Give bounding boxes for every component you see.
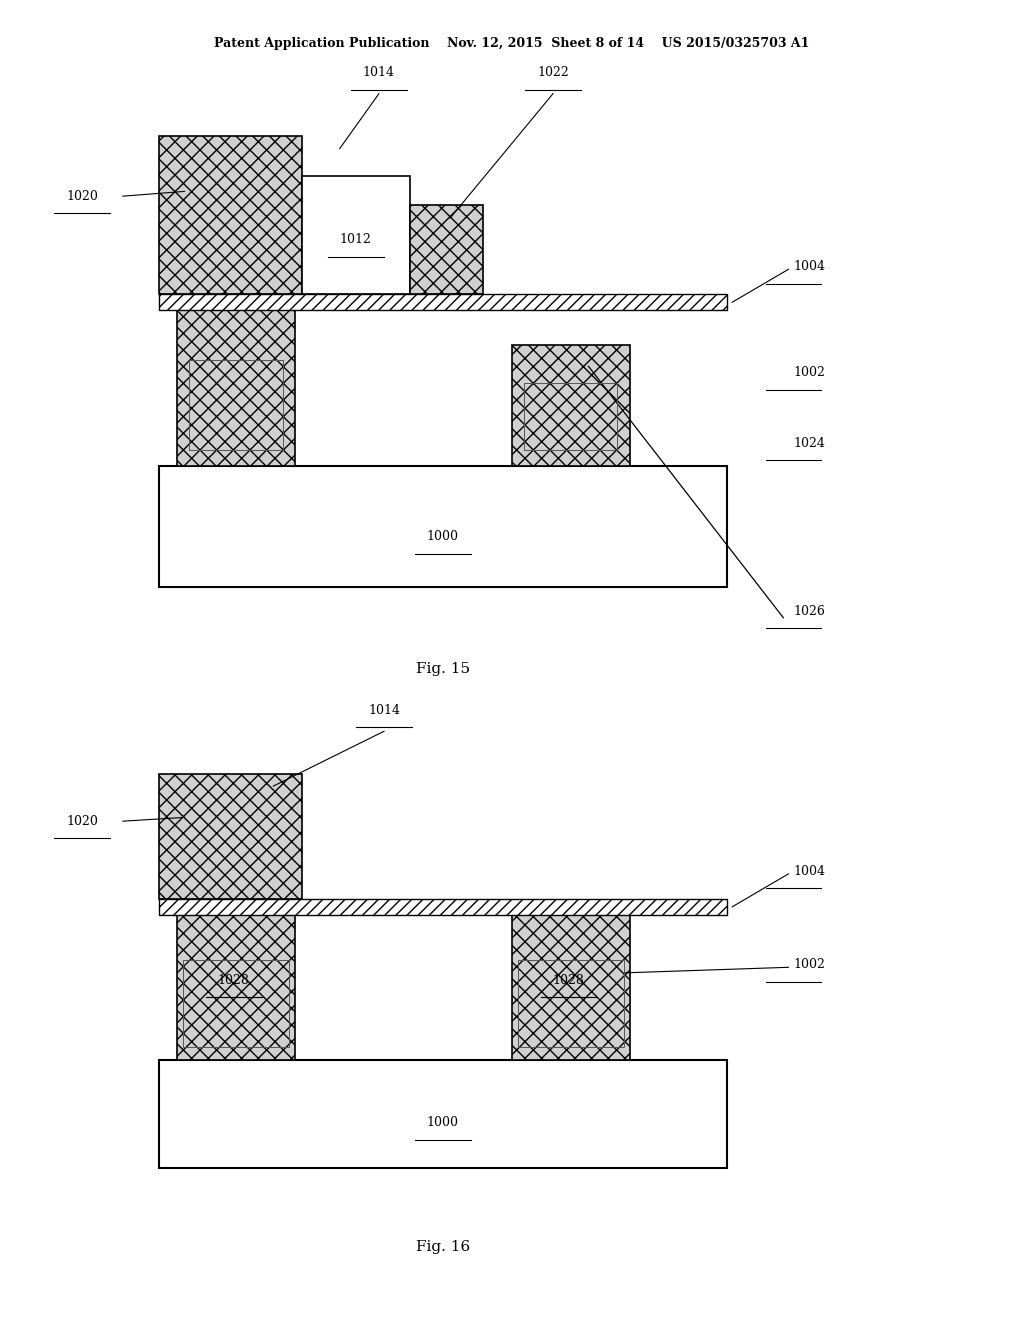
Text: 1014: 1014: [362, 66, 395, 79]
Text: 1020: 1020: [66, 814, 98, 828]
Text: 1004: 1004: [794, 865, 825, 878]
Text: 1022: 1022: [537, 66, 569, 79]
Text: 1028: 1028: [218, 974, 250, 986]
Text: 1004: 1004: [794, 260, 825, 273]
Text: 1002: 1002: [794, 958, 825, 972]
Bar: [159, 899, 727, 915]
Bar: [518, 960, 624, 1047]
Text: 1026: 1026: [794, 605, 825, 618]
Bar: [159, 774, 302, 899]
Bar: [410, 205, 483, 294]
Text: 1000: 1000: [427, 1117, 459, 1129]
Text: 1012: 1012: [340, 234, 372, 247]
Bar: [159, 294, 727, 310]
Bar: [159, 1060, 727, 1168]
Text: 1028: 1028: [553, 974, 585, 986]
Text: 1020: 1020: [66, 190, 98, 203]
Bar: [159, 466, 727, 587]
Bar: [512, 345, 630, 466]
Text: Patent Application Publication    Nov. 12, 2015  Sheet 8 of 14    US 2015/032570: Patent Application Publication Nov. 12, …: [214, 37, 810, 50]
Bar: [512, 915, 630, 1060]
Text: 1002: 1002: [794, 366, 825, 379]
Text: Fig. 15: Fig. 15: [416, 663, 470, 676]
Bar: [177, 310, 295, 466]
Bar: [183, 960, 289, 1047]
Bar: [524, 383, 617, 450]
Bar: [177, 915, 295, 1060]
Bar: [159, 136, 302, 294]
Text: 1014: 1014: [368, 704, 400, 717]
Text: Fig. 16: Fig. 16: [416, 1241, 470, 1254]
Bar: [189, 360, 283, 450]
Bar: [302, 176, 410, 294]
Text: 1000: 1000: [427, 529, 459, 543]
Text: 1024: 1024: [794, 437, 825, 450]
